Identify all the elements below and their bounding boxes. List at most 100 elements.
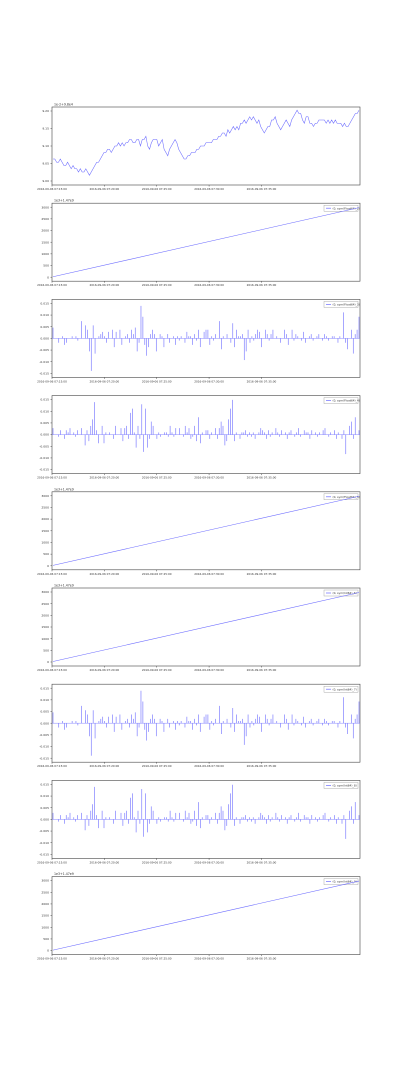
subplot-9: 1e3+1.47e9 3000 2500 2000 1500 1000 500 0 2016-0…: [37, 872, 361, 961]
y-tick-label: 0: [47, 949, 49, 953]
legend: (0, sym(Float64)_2): [323, 204, 360, 212]
x-tick-label: 2016-09-06 07:35:00: [247, 764, 277, 768]
y-tick-label: 3000: [41, 590, 49, 594]
legend-box: [323, 589, 359, 597]
y-tick-label: -0.015: [39, 468, 49, 472]
x-tick-label: 2016-09-06 07:20:00: [90, 764, 120, 768]
y-tick-label: -0.005: [39, 829, 49, 833]
legend: (0, sym(Int64)_6): [323, 589, 359, 597]
subplot-5: 1e3+1.47e9 3000 2500 2000 1500 1000 500 0 2016-0…: [37, 487, 361, 576]
x-tick-label: 2016-09-06 07:30:00: [194, 957, 224, 961]
y-tick-label: 2500: [41, 217, 49, 221]
y-tick-label: 1500: [41, 625, 49, 629]
x-tick-label: 2016-09-06 07:25:00: [142, 187, 172, 191]
y-tick-label: 0.010: [40, 794, 49, 798]
legend: (0, sym(Float64)_5): [323, 493, 360, 500]
y-tick-label: -0.015: [39, 853, 49, 857]
y-tick-label: 0.010: [40, 409, 49, 413]
x-tick-label: 2016-09-06 07:35:00: [247, 283, 277, 287]
y-tick-label: 1000: [41, 252, 49, 256]
y-tick-label: -0.005: [39, 444, 49, 448]
y-tick-label: -0.010: [39, 456, 49, 460]
y-tick-label: 2000: [41, 613, 49, 617]
x-tick-label: 2016-09-06 07:30:00: [194, 572, 224, 576]
x-tick-label: 2016-09-06 07:25:00: [142, 668, 172, 672]
y-tick-label: 0.015: [40, 686, 49, 690]
x-tick-label: 2016-09-06 07:15:00: [37, 476, 67, 480]
x-tick-label: 2016-09-06 07:15:00: [37, 668, 67, 672]
y-tick-label: 2000: [41, 229, 49, 233]
x-tick-label: 2016-09-06 07:20:00: [90, 860, 120, 864]
legend-label: (0, sym(Float64)_3): [333, 303, 360, 307]
x-tick-label: 2016-09-06 07:20:00: [90, 379, 120, 383]
x-tick-label: 2016-09-06 07:30:00: [194, 476, 224, 480]
x-tick-label: 2016-09-06 07:20:00: [90, 668, 120, 672]
x-tick-label: 2016-09-06 07:15:00: [37, 187, 67, 191]
y-tick-label: 0: [47, 564, 49, 568]
series-line: [52, 880, 360, 951]
legend: (0, sym(Int64)_8): [323, 782, 359, 789]
x-tick-label: 2016-09-06 07:35:00: [247, 668, 277, 672]
legend: (0, sym(Float64)_3): [323, 301, 360, 308]
x-tick-label: 2016-09-06 07:15:00: [37, 860, 67, 864]
legend: (0, sym(Int64)_9): [323, 878, 359, 885]
y-tick-label: 0.000: [40, 337, 49, 341]
y-tick-label: 9.15: [42, 127, 49, 131]
x-tick-label: 2016-09-06 07:25:00: [142, 957, 172, 961]
legend-box: [323, 782, 359, 789]
y-tick-label: 9.05: [42, 162, 49, 166]
subplot-3: 0.015 0.010 0.005 0.000 -0.005 -0.010 -0.015 20…: [37, 299, 361, 383]
x-tick-label: 2016-09-06 07:25:00: [142, 379, 172, 383]
y-tick-label: 0.000: [40, 433, 49, 437]
legend-label: (0, sym(Float64)_4): [333, 399, 360, 403]
x-tick-label: 2016-09-06 07:30:00: [194, 283, 224, 287]
legend-label: (0, sym(Int64)_7): [333, 687, 357, 691]
plot-frame: [51, 106, 361, 186]
x-tick-label: 2016-09-06 07:35:00: [247, 379, 277, 383]
x-tick-label: 2016-09-06 07:35:00: [247, 860, 277, 864]
x-tick-label: 2016-09-06 07:30:00: [194, 379, 224, 383]
y-tick-label: 2000: [41, 517, 49, 521]
y-tick-label: 9.00: [42, 179, 49, 183]
y-tick-label: 2500: [41, 602, 49, 606]
y-tick-label: 500: [43, 648, 49, 652]
y-tick-label: -0.015: [39, 756, 49, 760]
y-tick-label: -0.005: [39, 348, 49, 352]
y-tick-label: 500: [43, 264, 49, 268]
x-tick-label: 2016-09-06 07:15:00: [37, 283, 67, 287]
y-tick-label: -0.015: [39, 372, 49, 376]
y-tick-label: 0.000: [40, 818, 49, 822]
y-tick-label: 3000: [41, 879, 49, 883]
legend-box: [323, 204, 359, 212]
y-tick-label: -0.010: [39, 360, 49, 364]
y-tick-label: 1000: [41, 541, 49, 545]
x-tick-label: 2016-09-06 07:20:00: [90, 957, 120, 961]
series-line: [52, 207, 360, 278]
legend: (0, sym(Int64)_7): [323, 686, 359, 693]
x-tick-label: 2016-09-06 07:25:00: [142, 572, 172, 576]
x-tick-label: 2016-09-06 07:30:00: [194, 860, 224, 864]
x-tick-label: 2016-09-06 07:15:00: [37, 572, 67, 576]
subplot-1: 1e-2+9.8e4 9.20 9.15 9.10 9.05 9.00 2016-09-06…: [37, 103, 361, 191]
x-tick-label: 2016-09-06 07:30:00: [194, 764, 224, 768]
x-tick-label: 2016-09-06 07:20:00: [90, 476, 120, 480]
corner-offset-label: 1e-2+9.8e4: [54, 103, 73, 107]
y-tick-label: 3000: [41, 205, 49, 209]
y-tick-label: 1500: [41, 529, 49, 533]
corner-offset-label: 1e3+1.47e9: [54, 487, 74, 491]
x-tick-label: 2016-09-06 07:35:00: [247, 476, 277, 480]
corner-offset-label: 1e3+1.47e9: [54, 872, 74, 876]
y-tick-label: -0.010: [39, 841, 49, 845]
x-tick-label: 2016-09-06 07:25:00: [142, 764, 172, 768]
subplot-4: 0.015 0.010 0.005 0.000 -0.005 -0.010 -0.015 20…: [37, 395, 361, 480]
y-tick-label: 0.005: [40, 710, 49, 714]
legend-box: [323, 878, 359, 885]
y-tick-label: 1000: [41, 637, 49, 641]
y-tick-label: 0: [47, 275, 49, 279]
corner-offset-label: 1e3+1.47e9: [54, 584, 74, 588]
legend-label: (0, sym(Int64)_8): [333, 784, 357, 788]
x-tick-label: 2016-09-06 07:20:00: [90, 283, 120, 287]
y-tick-label: 1500: [41, 914, 49, 918]
legend-label: (0, sym(Float64)_5): [333, 495, 360, 499]
subplot-8: 0.015 0.010 0.005 0.000 -0.005 -0.010 -0.015 20…: [37, 780, 361, 864]
